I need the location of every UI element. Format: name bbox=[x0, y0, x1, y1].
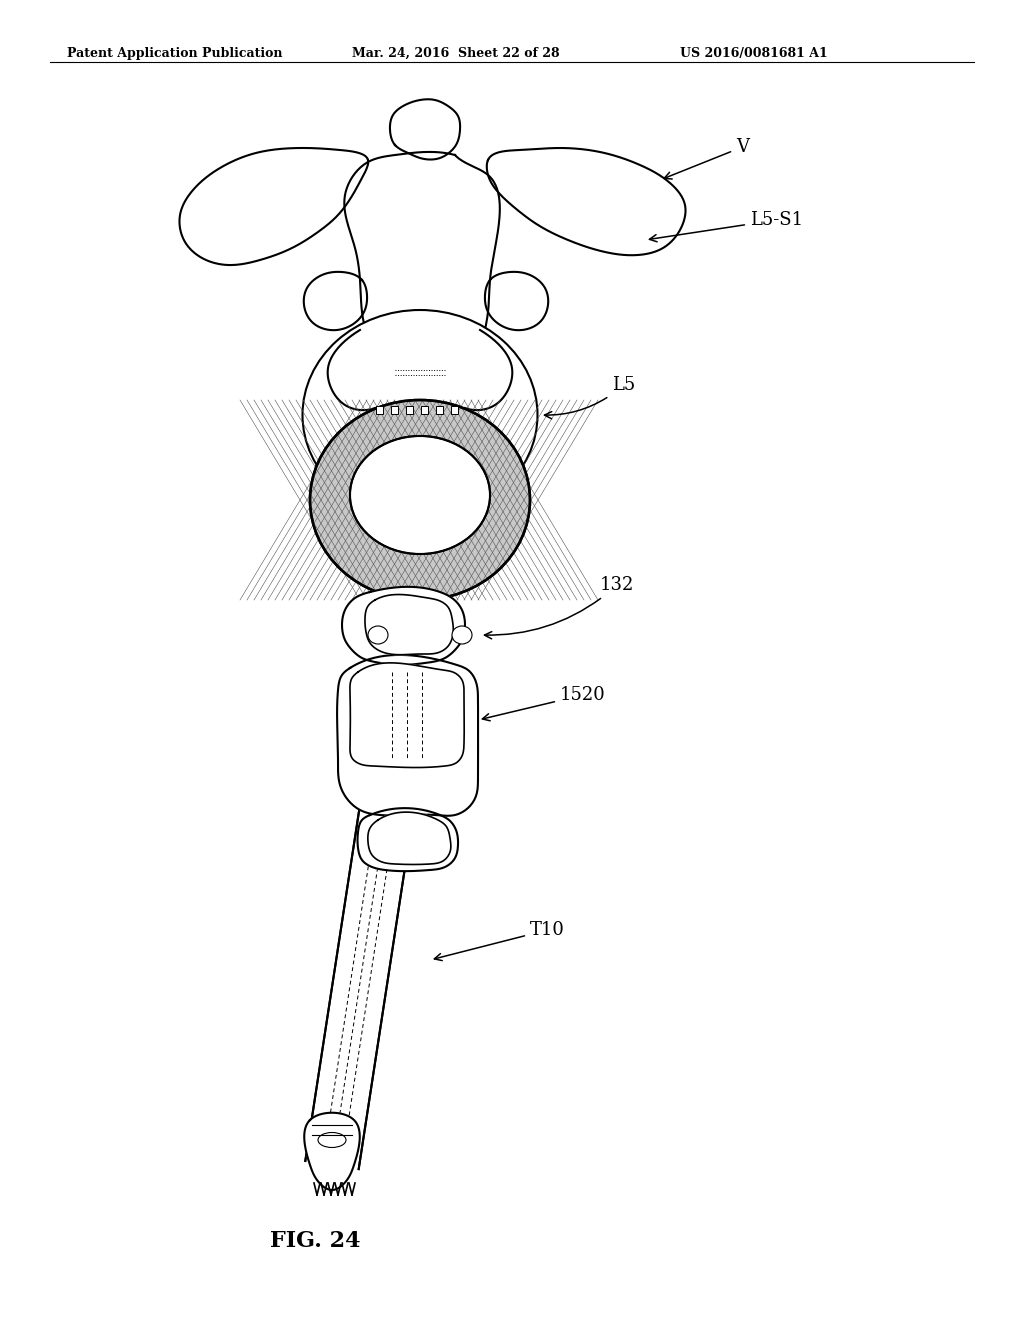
Ellipse shape bbox=[368, 626, 388, 644]
Bar bbox=[451, 407, 458, 414]
Polygon shape bbox=[304, 272, 367, 330]
Text: 132: 132 bbox=[484, 576, 635, 639]
Polygon shape bbox=[368, 812, 451, 865]
Text: Patent Application Publication: Patent Application Publication bbox=[67, 48, 283, 59]
Bar bbox=[436, 407, 443, 414]
Polygon shape bbox=[342, 587, 465, 665]
Ellipse shape bbox=[350, 436, 490, 554]
Polygon shape bbox=[390, 99, 460, 160]
Text: FIG. 24: FIG. 24 bbox=[270, 1230, 360, 1251]
Text: T10: T10 bbox=[434, 921, 565, 961]
Bar bbox=[391, 407, 398, 414]
Text: V: V bbox=[665, 139, 749, 180]
Polygon shape bbox=[357, 808, 458, 871]
Ellipse shape bbox=[318, 1133, 346, 1147]
Text: L5-S1: L5-S1 bbox=[649, 211, 803, 242]
Ellipse shape bbox=[452, 626, 472, 644]
Polygon shape bbox=[485, 272, 548, 330]
Bar bbox=[376, 407, 383, 414]
Polygon shape bbox=[350, 663, 464, 767]
Ellipse shape bbox=[302, 310, 538, 520]
Polygon shape bbox=[337, 655, 478, 816]
Polygon shape bbox=[486, 148, 685, 255]
Text: Mar. 24, 2016  Sheet 22 of 28: Mar. 24, 2016 Sheet 22 of 28 bbox=[352, 48, 560, 59]
Polygon shape bbox=[179, 148, 369, 265]
Polygon shape bbox=[304, 1113, 359, 1191]
Text: US 2016/0081681 A1: US 2016/0081681 A1 bbox=[680, 48, 827, 59]
Ellipse shape bbox=[310, 400, 530, 601]
Bar bbox=[406, 407, 413, 414]
Text: L5: L5 bbox=[545, 376, 635, 418]
Polygon shape bbox=[365, 594, 454, 655]
Text: 1520: 1520 bbox=[482, 686, 606, 721]
Ellipse shape bbox=[351, 437, 489, 553]
Bar bbox=[421, 407, 428, 414]
